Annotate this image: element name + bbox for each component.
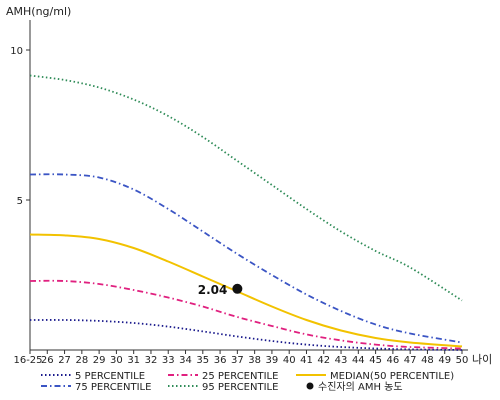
x-tick-label: 39 [266,355,279,366]
x-tick-label: 37 [231,355,244,366]
legend-label-1: 25 PERCENTILE [202,371,278,382]
x-tick-label: 40 [283,355,296,366]
x-tick-label: 48 [421,355,434,366]
x-axis-label: 나이 [472,353,492,366]
x-tick-label: 31 [127,355,140,366]
series-line-2 [29,233,463,348]
series-line-0 [29,319,463,351]
x-tick-label: 30 [110,355,123,366]
y-tick-group: 10 5 [10,46,30,207]
x-tick-label: 43 [335,355,348,366]
legend-marker-dot [306,382,314,390]
series-line-3 [29,173,463,344]
legend-label-2: MEDIAN(50 PERCENTILE) [330,371,454,382]
x-tick-label: 32 [145,355,158,366]
marker-layer: 2.04 [198,283,243,297]
x-tick-label: 29 [93,355,106,366]
x-tick-label: 41 [300,355,313,366]
x-tick-label: 26 [41,355,54,366]
y-axis-label: AMH(ng/ml) [6,5,71,18]
legend-label-0: 5 PERCENTILE [75,371,145,382]
x-tick-label: 36 [214,355,227,366]
x-tick-label: 38 [248,355,261,366]
series-layer [29,74,463,351]
x-tick-label: 34 [179,355,192,366]
y-tick-label: 10 [10,46,23,57]
x-tick-label: 27 [58,355,71,366]
amh-marker-point [232,283,243,294]
x-tick-label: 42 [317,355,330,366]
x-tick-label: 45 [369,355,382,366]
y-tick-label: 5 [17,196,23,207]
legend-marker-label: 수진자의 AMH 농도 [318,381,403,393]
x-tick-label: 16-25 [13,355,42,366]
legend-label-4: 95 PERCENTILE [202,382,278,393]
x-tick-label: 28 [75,355,88,366]
series-line-4 [29,74,463,302]
legend-label-3: 75 PERCENTILE [75,382,151,393]
x-tick-label: 35 [196,355,209,366]
series-line-1 [29,279,463,350]
legend: 5 PERCENTILE 25 PERCENTILE MEDIAN(50 PERCE… [41,371,454,393]
x-tick-label: 33 [162,355,175,366]
x-tick-label: 46 [387,355,400,366]
x-tick-label: 49 [438,355,451,366]
x-tick-label: 50 [456,355,469,366]
x-tick-label: 44 [352,355,365,366]
amh-marker-value: 2.04 [198,283,228,297]
x-tick-label: 47 [404,355,417,366]
